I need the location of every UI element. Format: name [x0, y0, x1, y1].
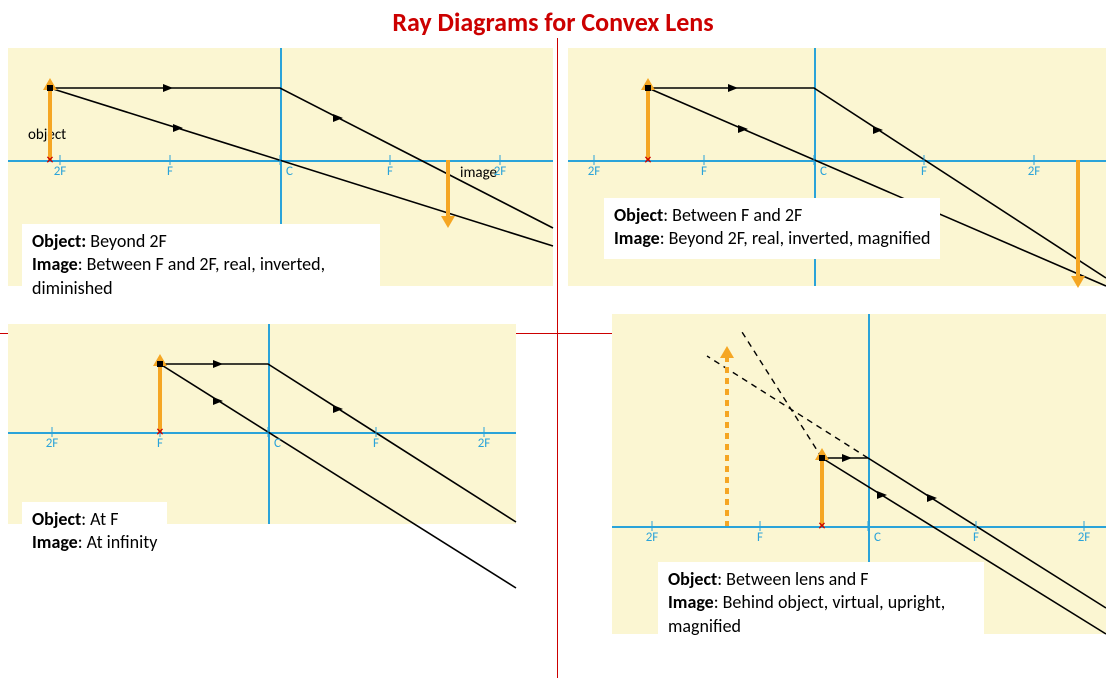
- axis-tick-label: C: [274, 436, 281, 451]
- axis-tick-label: 2F: [46, 436, 59, 451]
- caption-object-text: Beyond 2F: [86, 230, 167, 252]
- panel-between-lens-f: Object: Between lens and F Image: Behind…: [612, 314, 1106, 634]
- axis-tick-label: 2F: [54, 164, 67, 179]
- axis-tick-label: F: [757, 530, 763, 545]
- ray-line: [160, 364, 516, 522]
- ray-arrowhead-icon: [173, 124, 183, 132]
- object-tip-dot: [819, 455, 825, 461]
- principal-axis: [8, 432, 516, 434]
- panel-at-f: Object: At F Image: At infinity 2FFCF2F×: [8, 324, 516, 524]
- axis-tick: [868, 521, 869, 531]
- object-base-x-mark: ×: [157, 425, 164, 439]
- divider-vertical: [557, 38, 558, 678]
- axis-tick-label: F: [973, 530, 979, 545]
- image-label: image: [460, 164, 497, 182]
- ray-arrowhead-icon: [213, 397, 223, 405]
- page-title: Ray Diagrams for Convex Lens: [0, 6, 1106, 38]
- ray-line: [707, 356, 868, 458]
- axis-tick-label: F: [373, 436, 379, 451]
- axis-tick-label: C: [874, 530, 881, 545]
- image-arrow: [1076, 160, 1080, 278]
- axis-tick-label: F: [921, 164, 927, 179]
- ray-arrowhead-icon: [728, 84, 738, 92]
- axis-tick-label: C: [820, 164, 827, 179]
- object-arrow: [820, 458, 824, 526]
- caption-image-line: Image: Beyond 2F, real, inverted, magnif…: [614, 227, 930, 250]
- object-base-x-mark: ×: [645, 153, 652, 167]
- axis-tick: [814, 155, 815, 165]
- ray-line: [742, 332, 822, 458]
- ray-arrowhead-icon: [333, 114, 343, 122]
- caption-object-text: : At F: [81, 508, 118, 530]
- axis-tick-label: F: [167, 164, 173, 179]
- object-tip-dot: [645, 85, 651, 91]
- object-tip-dot: [157, 361, 163, 367]
- rays-svg: [8, 324, 516, 524]
- caption-object-line: Object: Between F and 2F: [614, 204, 930, 227]
- object-base-x-mark: ×: [819, 519, 826, 533]
- caption-object-label: Object:: [32, 230, 86, 252]
- axis-tick-label: C: [286, 164, 293, 179]
- title-text: Ray Diagrams for Convex Lens: [392, 6, 713, 38]
- caption-image-line: Image: At infinity: [32, 531, 157, 554]
- lens-axis: [268, 324, 270, 524]
- axis-tick-label: F: [387, 164, 393, 179]
- arrowhead-down-icon: [441, 216, 455, 228]
- caption-image-text: : Beyond 2F, real, inverted, magnified: [660, 227, 931, 249]
- caption-object-line: Object: Beyond 2F: [32, 230, 370, 253]
- caption-image-line: Image: Between F and 2F, real, inverted,…: [32, 253, 370, 300]
- ray-arrowhead-icon: [333, 405, 343, 413]
- caption-image-text: : At infinity: [78, 531, 158, 553]
- caption-image-label: Image: [32, 531, 78, 553]
- ray-arrowhead-icon: [927, 494, 937, 502]
- caption-image-line: Image: Behind object, virtual, upright, …: [668, 591, 974, 638]
- caption-box: Object: Between lens and F Image: Behind…: [658, 562, 984, 646]
- caption-object-text: : Between lens and F: [717, 568, 868, 590]
- ray-arrowhead-icon: [873, 126, 883, 134]
- principal-axis: [612, 526, 1106, 528]
- ray-line: [160, 364, 516, 588]
- ray-line: [50, 88, 553, 228]
- axis-tick: [280, 155, 281, 165]
- ray-arrowhead-icon: [877, 491, 887, 499]
- caption-image-label: Image: [668, 591, 714, 613]
- object-arrow: [158, 364, 162, 432]
- arrowhead-up-icon: [720, 346, 734, 358]
- virtual-image-arrow: [725, 356, 729, 526]
- caption-image-label: Image: [32, 253, 78, 275]
- axis-tick: [268, 427, 269, 437]
- caption-object-line: Object: At F: [32, 508, 157, 531]
- ray-arrowhead-icon: [213, 360, 223, 368]
- caption-object-label: Object: [668, 568, 717, 590]
- ray-arrowhead-icon: [163, 84, 173, 92]
- arrowhead-down-icon: [1071, 276, 1085, 288]
- axis-tick-label: 2F: [1078, 530, 1091, 545]
- ray-arrowhead-icon: [842, 454, 852, 462]
- axis-tick-label: 2F: [494, 164, 507, 179]
- caption-object-label: Object: [32, 508, 81, 530]
- caption-box: Object: At F Image: At infinity: [22, 502, 167, 563]
- axis-tick-label: 2F: [1028, 164, 1041, 179]
- object-arrow: [646, 88, 650, 160]
- panel-between-f-2f: Object: Between F and 2F Image: Beyond 2…: [568, 48, 1106, 286]
- image-arrow: [446, 160, 450, 218]
- panel-beyond-2f: object image Object: Beyond 2F Image: Be…: [8, 48, 553, 286]
- ray-arrowhead-icon: [738, 125, 748, 133]
- caption-box: Object: Beyond 2F Image: Between F and 2…: [22, 224, 380, 308]
- axis-tick-label: 2F: [478, 436, 491, 451]
- object-base-x-mark: ×: [47, 153, 54, 167]
- axis-tick-label: 2F: [588, 164, 601, 179]
- axis-tick-label: F: [701, 164, 707, 179]
- caption-image-label: Image: [614, 227, 660, 249]
- caption-object-text: : Between F and 2F: [663, 204, 802, 226]
- object-tip-dot: [47, 85, 53, 91]
- caption-object-label: Object: [614, 204, 663, 226]
- object-arrow: [48, 88, 52, 160]
- diagram-grid: object image Object: Beyond 2F Image: Be…: [0, 38, 1106, 678]
- caption-object-line: Object: Between lens and F: [668, 568, 974, 591]
- caption-box: Object: Between F and 2F Image: Beyond 2…: [604, 198, 940, 259]
- axis-tick-label: 2F: [646, 530, 659, 545]
